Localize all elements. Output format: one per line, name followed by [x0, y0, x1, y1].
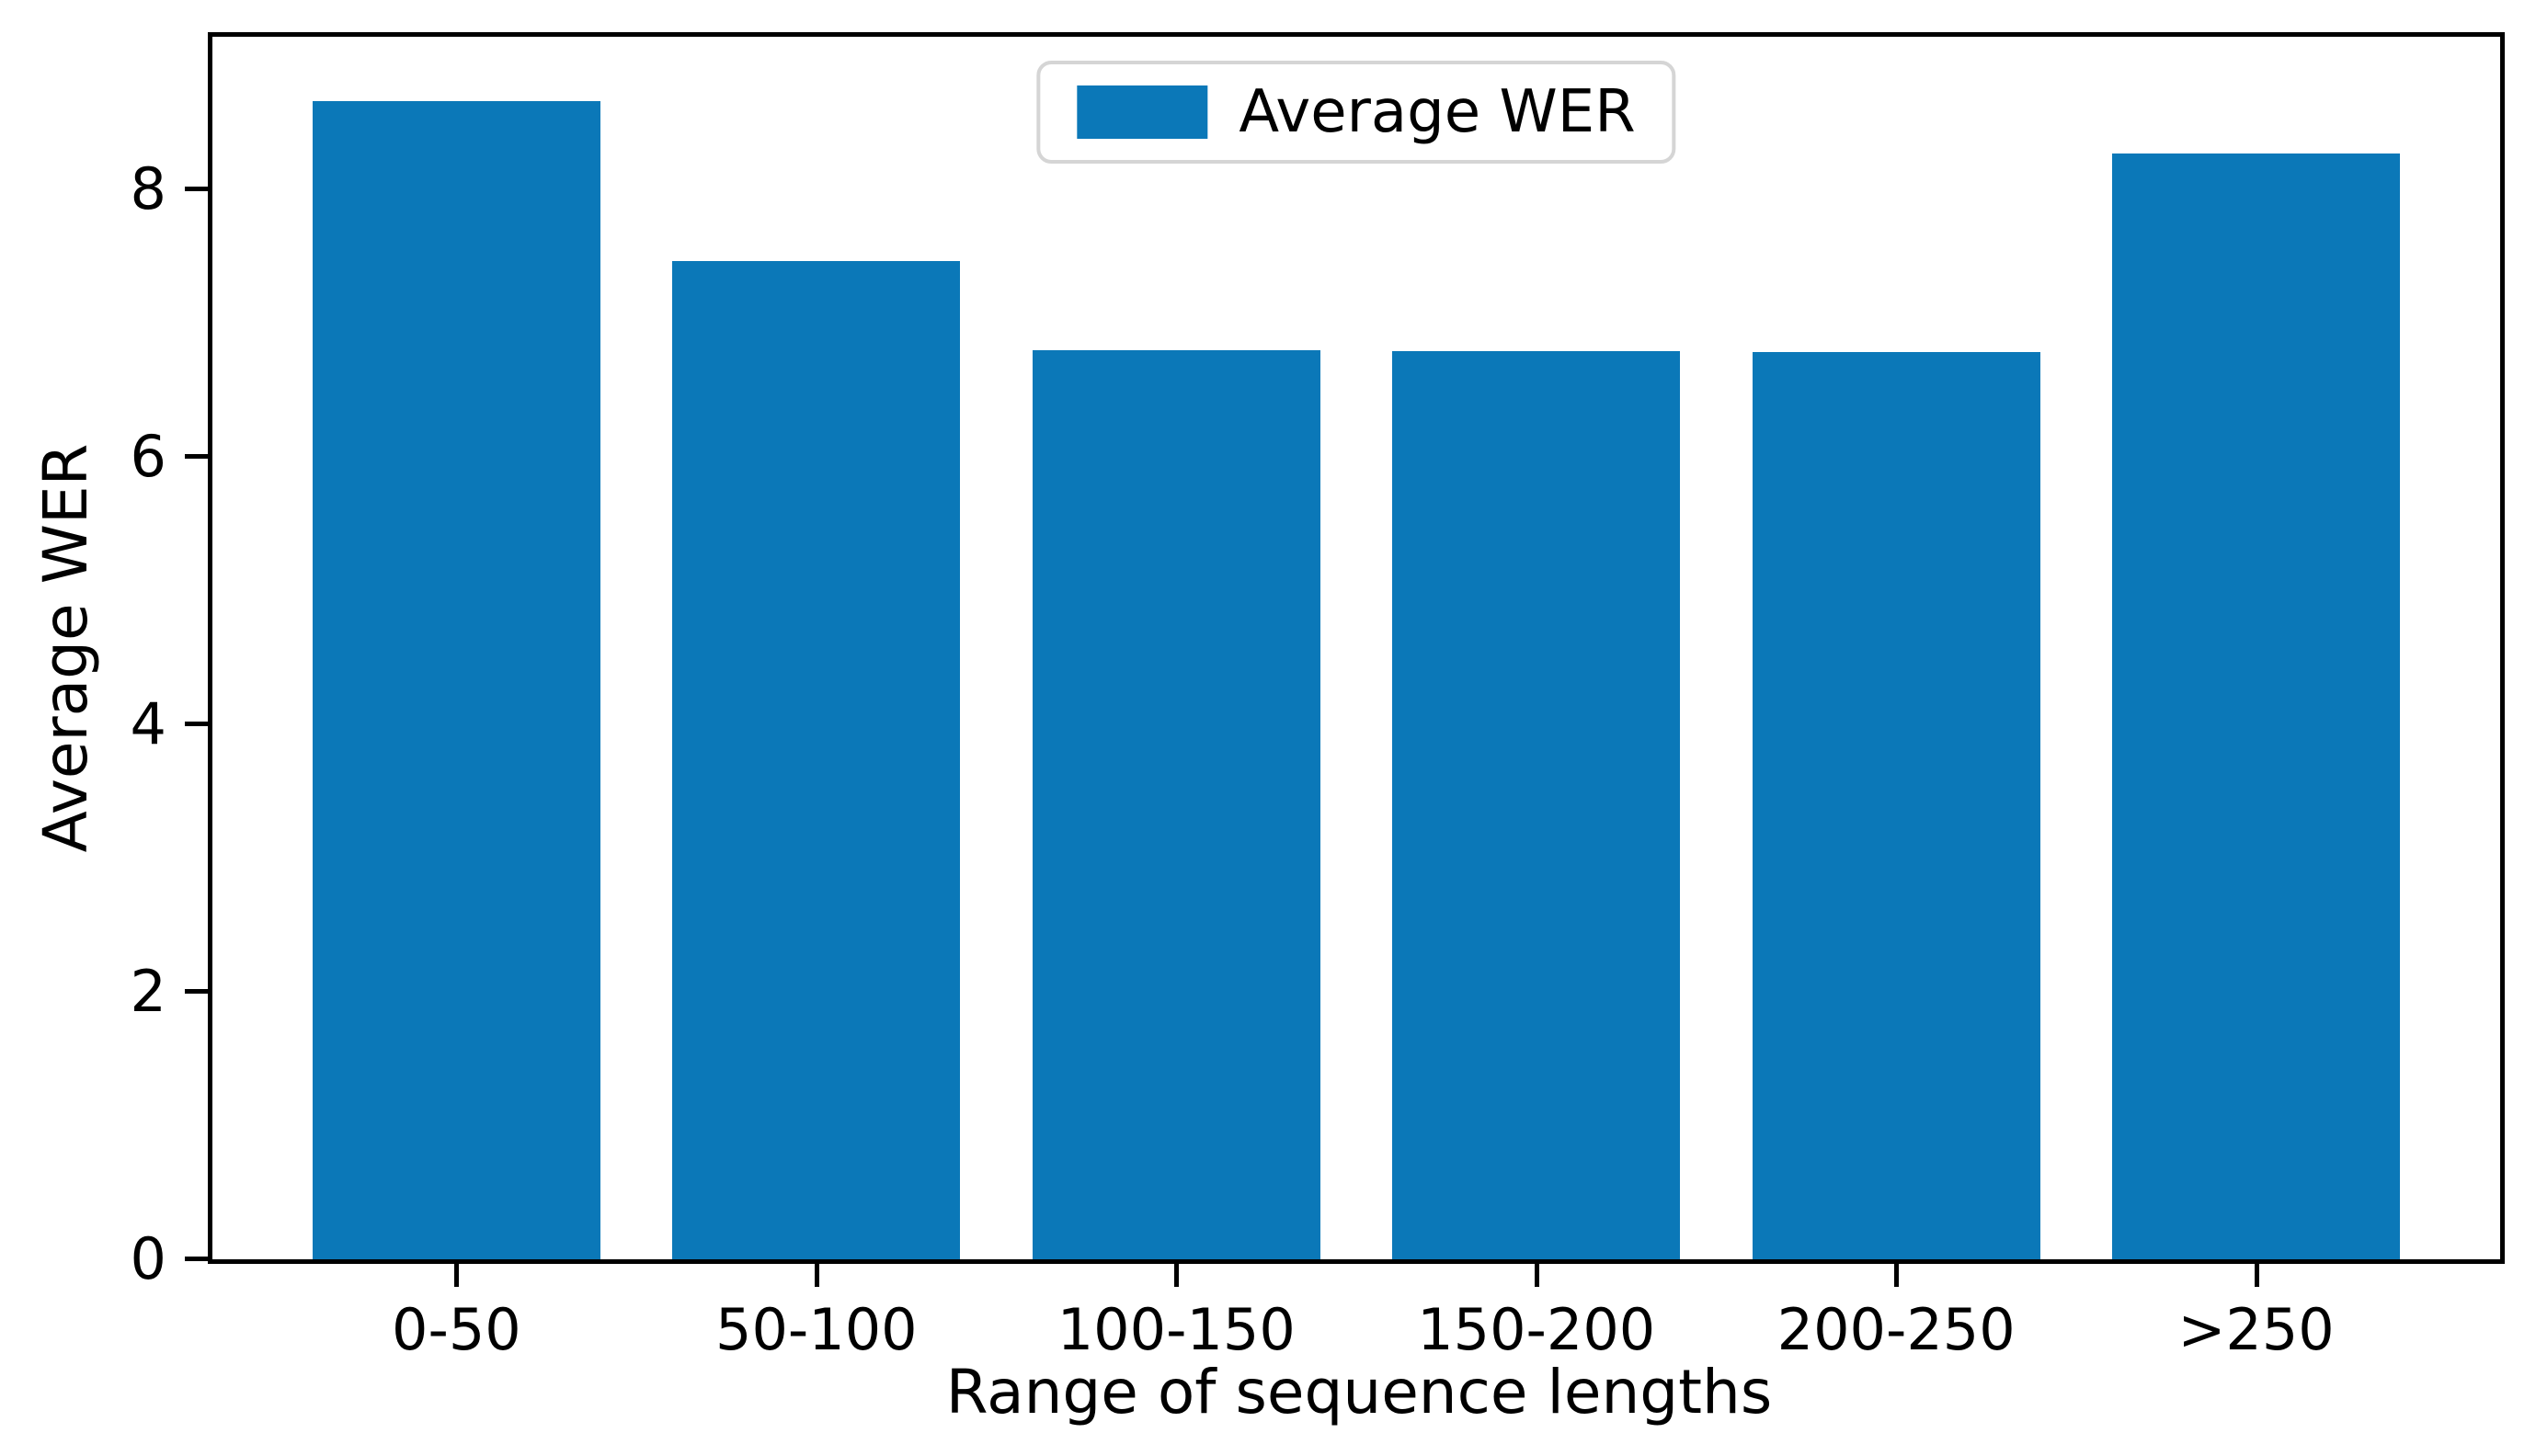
y-tick-label-4: 4	[130, 689, 166, 757]
plot-inner: 0 2 4 6 8 0-50 50-100 100-150 150-200 200-250 >25…	[131, 37, 2500, 1359]
y-tick-label-2: 2	[130, 957, 166, 1025]
x-tick-mark	[454, 1264, 460, 1287]
bar-150-200	[1392, 350, 1681, 1259]
x-tick-mark	[1534, 1264, 1539, 1287]
bar-0-50	[312, 100, 600, 1259]
plot-area: 0 2 4 6 8 0-50 50-100 100-150 150-200 200-250 >25…	[131, 32, 2505, 1359]
x-tick-label-200-250: 200-250	[1776, 1296, 2016, 1363]
x-tick-mark	[2254, 1264, 2259, 1287]
x-tick-label-100-150: 100-150	[1057, 1296, 1296, 1363]
y-tick-mark	[185, 186, 208, 191]
x-tick-mark	[1174, 1264, 1180, 1287]
x-tick-mark	[1894, 1264, 1900, 1287]
y-tick-label-0: 0	[130, 1225, 166, 1292]
y-axis-label: Average WER	[30, 443, 101, 853]
y-tick-mark	[185, 453, 208, 459]
y-tick-label-6: 6	[130, 422, 166, 490]
bar-50-100	[672, 261, 961, 1259]
legend-color-swatch-icon	[1077, 85, 1208, 139]
y-tick-mark	[185, 1257, 208, 1261]
bar->250	[2112, 153, 2401, 1259]
y-tick-mark	[185, 988, 208, 994]
bars-layer	[212, 37, 2500, 1259]
x-tick-label->250: >250	[2177, 1296, 2335, 1363]
x-tick-label-50-100: 50-100	[715, 1296, 918, 1363]
y-tick-mark	[185, 721, 208, 726]
legend-label: Average WER	[1239, 78, 1636, 146]
x-tick-label-0-50: 0-50	[392, 1296, 521, 1363]
bar-200-250	[1752, 352, 2040, 1259]
x-axis-ticks-layer: 0-50 50-100 100-150 150-200 200-250 >250	[212, 37, 2500, 1359]
bar-100-150	[1032, 349, 1320, 1259]
x-tick-mark	[814, 1264, 819, 1287]
y-tick-label-8: 8	[130, 154, 166, 222]
legend: Average WER	[1036, 61, 1676, 164]
x-tick-label-150-200: 150-200	[1417, 1296, 1656, 1363]
x-axis-label: Range of sequence lengths	[945, 1357, 1773, 1428]
